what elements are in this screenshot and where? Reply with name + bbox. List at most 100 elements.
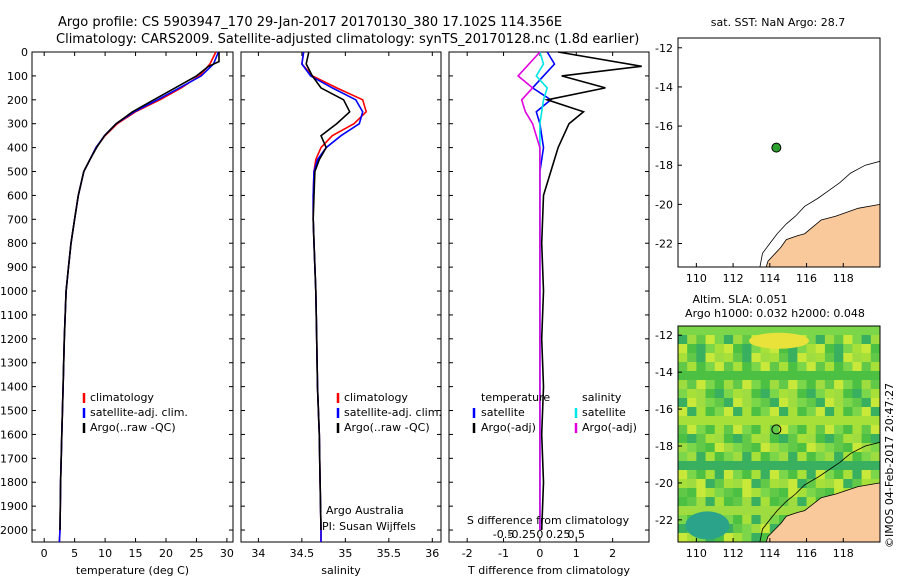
sla-cell xyxy=(769,416,780,426)
sla-cell xyxy=(797,497,808,507)
sla-cell xyxy=(797,344,808,354)
sla-cell xyxy=(843,479,853,489)
sla-cell xyxy=(705,398,716,408)
sla-cell xyxy=(723,452,734,462)
s-tick-label: 0 xyxy=(536,528,543,541)
sla-cell xyxy=(733,407,743,417)
sla-cell xyxy=(769,407,780,417)
sla-map-title: Altim. SLA: 0.051 xyxy=(692,293,787,306)
sla-cell xyxy=(723,506,734,516)
sla-cell xyxy=(751,488,762,498)
sla-cell xyxy=(696,371,707,381)
sla-cell xyxy=(705,389,716,399)
sla-cell xyxy=(797,407,808,417)
sla-cell xyxy=(834,371,844,381)
header-line2: Climatology: CARS2009. Satellite-adjuste… xyxy=(56,32,639,47)
sla-cell xyxy=(852,344,863,354)
lat-tick-label: -22 xyxy=(655,514,673,527)
sla-cell xyxy=(678,533,688,542)
sla-cell xyxy=(843,353,853,363)
legend-label: satellite xyxy=(481,406,525,419)
lat-tick-label: -12 xyxy=(655,329,673,342)
sla-cell xyxy=(870,362,880,372)
sla-cell xyxy=(714,380,725,390)
sla-cell xyxy=(861,443,872,453)
sla-cell xyxy=(788,344,798,354)
sla-cell xyxy=(779,470,789,480)
sla-cell xyxy=(806,389,817,399)
sla-cell xyxy=(696,326,707,336)
sla-cell xyxy=(723,434,734,444)
depth-tick-label: 0 xyxy=(21,46,28,59)
sla-cell xyxy=(742,434,752,444)
sla-cell xyxy=(824,371,835,381)
sla-cell xyxy=(861,425,872,435)
sla-cell xyxy=(687,434,697,444)
x-tick-label: 10 xyxy=(98,547,112,560)
sla-cell xyxy=(742,488,752,498)
sla-cell xyxy=(815,371,826,381)
sla-cell xyxy=(751,506,762,516)
sla-cell xyxy=(714,362,725,372)
sla-cell xyxy=(769,488,780,498)
sla-cell xyxy=(870,443,880,453)
sla-cell xyxy=(806,398,817,408)
sla-cell xyxy=(870,326,880,336)
sla-cell xyxy=(714,461,725,471)
sla-cell xyxy=(733,506,743,516)
sla-cell xyxy=(714,425,725,435)
sla-cell xyxy=(788,398,798,408)
sla-cell xyxy=(723,398,734,408)
sla-cell xyxy=(723,461,734,471)
sla-cell xyxy=(788,407,798,417)
sla-cell xyxy=(723,479,734,489)
lon-tick-label: 116 xyxy=(796,272,817,285)
lon-tick-label: 118 xyxy=(833,272,854,285)
sla-cell xyxy=(815,434,826,444)
sla-cell xyxy=(678,470,688,480)
sla-cell xyxy=(788,452,798,462)
sla-cell xyxy=(815,335,826,345)
sla-cell xyxy=(806,479,817,489)
sla-cell xyxy=(742,335,752,345)
sla-cell xyxy=(687,488,697,498)
depth-tick-label: 700 xyxy=(7,213,28,226)
sla-cell xyxy=(678,407,688,417)
sla-cell xyxy=(834,434,844,444)
sla-cell xyxy=(742,389,752,399)
lat-tick-label: -20 xyxy=(655,198,673,211)
sla-cell xyxy=(760,380,771,390)
sla-cell xyxy=(733,362,743,372)
sla-cell xyxy=(751,380,762,390)
sla-cell xyxy=(751,515,762,525)
sla-cell xyxy=(769,461,780,471)
sla-cell xyxy=(870,425,880,435)
sla-cell xyxy=(861,434,872,444)
sla-cell xyxy=(705,407,716,417)
sla-cell xyxy=(742,425,752,435)
sla-cell xyxy=(797,398,808,408)
sla-cell xyxy=(687,461,697,471)
sla-cell xyxy=(714,533,725,542)
sla-cell xyxy=(861,407,872,417)
sla-cell xyxy=(733,389,743,399)
sla-cell xyxy=(824,335,835,345)
sla-cell xyxy=(733,416,743,426)
sla-cell xyxy=(678,326,688,336)
sla-cell xyxy=(751,344,762,354)
sla-cell xyxy=(723,389,734,399)
sla-cell xyxy=(843,470,853,480)
sla-cell xyxy=(788,461,798,471)
sla-cell xyxy=(751,452,762,462)
sla-cell xyxy=(861,371,872,381)
sla-cell xyxy=(769,524,780,534)
sla-cell xyxy=(779,479,789,489)
sla-cell xyxy=(751,389,762,399)
sla-cell xyxy=(696,461,707,471)
sla-cell xyxy=(723,353,734,363)
sla-cell xyxy=(678,398,688,408)
sla-cell xyxy=(714,344,725,354)
sla-cell xyxy=(861,353,872,363)
sst-map: sat. SST: NaN Argo: 28.7 -12 -14 -16 -18 -20 -… xyxy=(655,16,881,285)
sla-cell xyxy=(843,443,853,453)
